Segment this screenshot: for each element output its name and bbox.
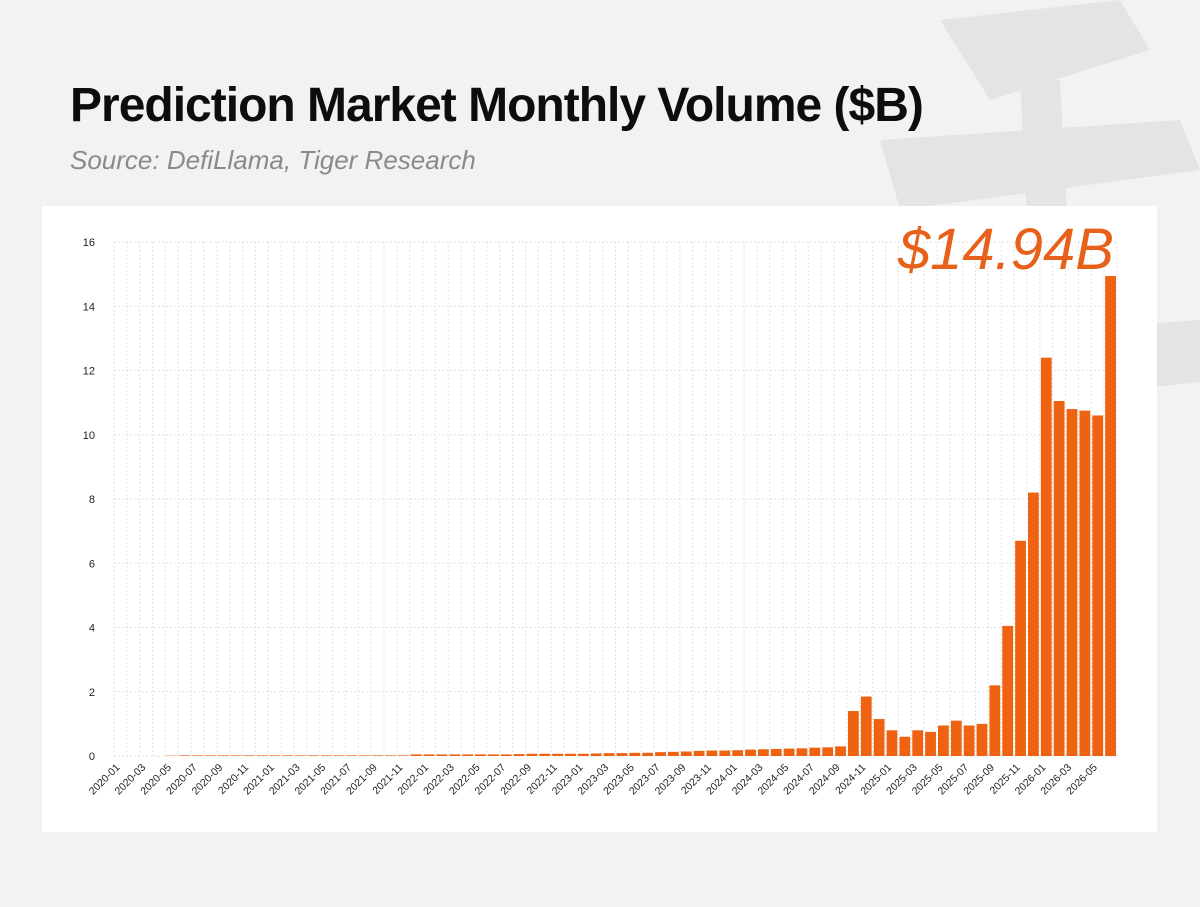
bar: [886, 730, 898, 756]
bar: [809, 747, 821, 756]
bar: [397, 755, 409, 756]
y-tick-label: 8: [89, 494, 95, 506]
bar: [1092, 415, 1104, 756]
page-title: Prediction Market Monthly Volume ($B): [70, 79, 924, 132]
bar: [449, 754, 461, 756]
y-tick-label: 10: [83, 430, 95, 442]
bar: [796, 748, 808, 756]
bar: [693, 750, 705, 756]
bar: [835, 746, 846, 756]
bar: [462, 754, 474, 756]
bar: [732, 750, 744, 756]
y-tick-label: 0: [89, 751, 95, 763]
bar: [783, 748, 795, 756]
bar: [192, 755, 203, 756]
bar: [642, 752, 654, 756]
bar: [1002, 625, 1014, 756]
bar: [667, 751, 679, 756]
bar: [745, 749, 756, 756]
y-tick-label: 12: [83, 366, 95, 378]
bar: [950, 720, 962, 756]
y-tick-label: 2: [89, 687, 95, 699]
y-tick-label: 14: [83, 301, 95, 313]
bar: [205, 755, 216, 756]
bar: [899, 736, 911, 756]
bar: [629, 752, 641, 756]
bar: [873, 719, 885, 756]
bar-chart: 02468101214162020-012020-032020-052020-0…: [83, 237, 1118, 797]
bar: [822, 747, 834, 756]
bar: [346, 755, 358, 756]
bar: [938, 725, 949, 756]
bar: [1105, 276, 1116, 756]
bar: [500, 754, 512, 756]
bar: [757, 749, 769, 756]
bar: [423, 754, 435, 756]
bar: [1015, 540, 1026, 756]
bar: [539, 753, 551, 756]
bar: [217, 755, 229, 756]
bar: [989, 685, 1001, 756]
bar: [860, 696, 872, 756]
bar: [256, 755, 268, 756]
bar: [655, 752, 666, 756]
bar: [1028, 492, 1039, 756]
bar: [333, 755, 345, 756]
y-tick-label: 6: [89, 558, 95, 570]
bar: [282, 755, 293, 756]
bar: [719, 750, 731, 756]
bar: [320, 755, 332, 756]
bar: [616, 753, 628, 756]
bar: [912, 730, 924, 756]
bar: [706, 750, 718, 756]
bar: [372, 755, 384, 756]
bar: [603, 753, 615, 756]
bar: [1053, 401, 1065, 756]
bar: [552, 753, 564, 756]
bar: [847, 711, 859, 756]
bar: [385, 755, 396, 756]
bar: [513, 754, 525, 756]
chart-card: 0 2 4 6 8 10 12 14 16 2020-01 2020-03 2020-05 2020-0…: [42, 206, 1157, 832]
bar: [475, 754, 486, 756]
bar: [577, 753, 589, 756]
bar: [269, 755, 281, 756]
bar: [1040, 357, 1052, 756]
bar: [243, 755, 255, 756]
bar: [526, 753, 538, 756]
bar: [179, 755, 191, 756]
bar: [295, 755, 306, 756]
bar: [359, 755, 371, 756]
bar: [565, 753, 576, 756]
bar: [770, 748, 782, 756]
bar: [590, 753, 602, 756]
y-tick-label: 16: [83, 237, 95, 249]
page-subtitle: Source: DefiLlama, Tiger Research: [70, 145, 476, 175]
bar: [436, 754, 448, 756]
bar: [307, 755, 319, 756]
latest-value-label: $14.94B: [897, 217, 1114, 282]
bar: [976, 723, 988, 756]
bar: [230, 755, 242, 756]
bar: [1066, 409, 1078, 756]
y-tick-label: 4: [89, 623, 95, 635]
bar: [963, 725, 975, 756]
bar: [1079, 410, 1091, 756]
bar: [487, 754, 499, 756]
bar: [925, 731, 936, 756]
bar: [410, 754, 422, 756]
bar: [680, 751, 692, 756]
